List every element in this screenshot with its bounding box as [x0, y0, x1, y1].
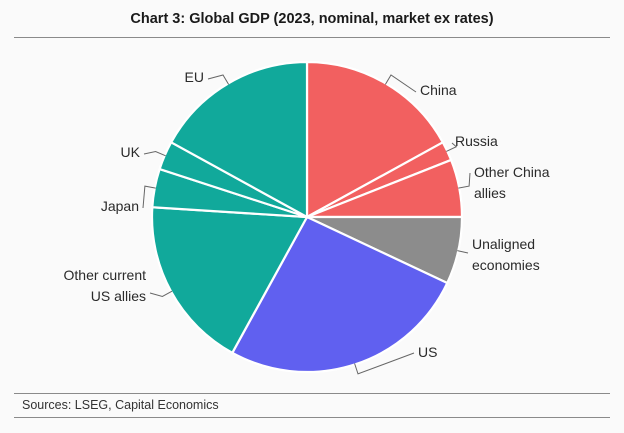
- slice-label-us: US: [418, 344, 437, 360]
- slice-label-line: UK: [121, 144, 141, 160]
- leader-line-other-current-us-allies: [149, 290, 173, 298]
- slice-label-line: EU: [185, 69, 204, 85]
- slice-label-russia: Russia: [455, 133, 498, 149]
- leader-line-eu: [207, 74, 230, 85]
- leader-line-other-china-allies: [458, 172, 471, 189]
- slice-label-uk: UK: [121, 144, 141, 160]
- leader-line-unaligned-economies: [457, 250, 469, 254]
- leader-line-russia: [446, 142, 458, 152]
- top-divider: [14, 37, 610, 38]
- sources-note: Sources: LSEG, Capital Economics: [22, 398, 219, 412]
- bottom-divider: [14, 417, 610, 418]
- slice-label-other-china-allies: Other China allies: [474, 164, 550, 201]
- slice-label-japan: Japan: [101, 198, 139, 214]
- sources-divider: [14, 393, 610, 394]
- slice-label-line: China: [420, 82, 457, 98]
- slice-label-line: Other current: [64, 267, 147, 283]
- leader-line-us: [354, 352, 415, 375]
- slice-label-line: US: [418, 344, 437, 360]
- chart-title: Chart 3: Global GDP (2023, nominal, mark…: [130, 11, 494, 27]
- leader-line-uk: [143, 150, 166, 157]
- slice-label-eu: EU: [185, 69, 204, 85]
- slice-label-line: Japan: [101, 198, 139, 214]
- slice-label-line: allies: [474, 185, 506, 201]
- slice-label-line: US allies: [91, 288, 146, 304]
- slice-label-line: Unaligned: [472, 236, 535, 252]
- leader-line-japan: [142, 185, 156, 209]
- slice-label-line: Russia: [455, 133, 498, 149]
- leader-line-china: [384, 74, 417, 93]
- slice-label-line: economies: [472, 257, 540, 273]
- slice-label-unaligned-economies: Unaligned economies: [472, 236, 540, 273]
- slice-label-other-current-us-allies: Other current US allies: [64, 267, 147, 304]
- slice-label-line: Other China: [474, 164, 550, 180]
- slice-label-china: China: [420, 82, 457, 98]
